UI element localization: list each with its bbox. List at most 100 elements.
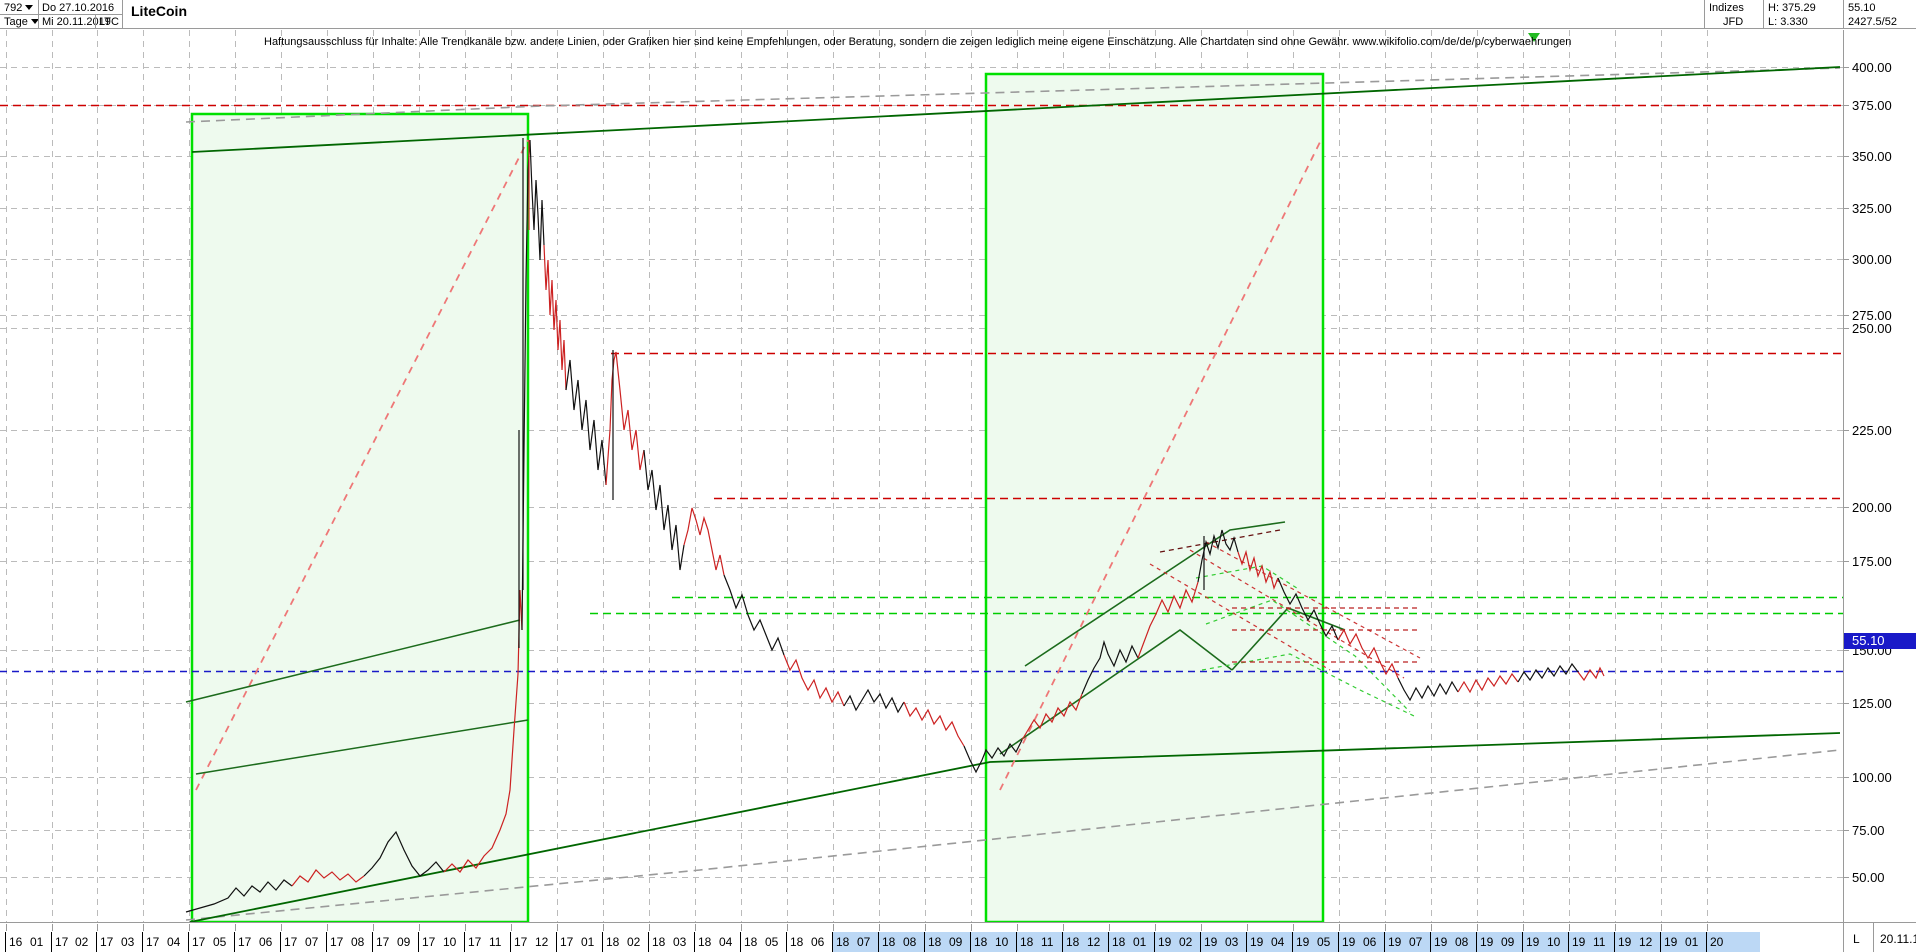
date-label-month: 06 [259,935,273,949]
date-range-selection[interactable] [833,932,1760,952]
date-label-month: 10 [1547,935,1561,949]
info-source-label: JFD [1723,16,1744,28]
date-tick [1615,924,1616,931]
date-tick [1431,924,1432,931]
date-tick [603,924,604,931]
date-tick [465,924,466,931]
parabolic-projection-2[interactable] [999,137,1323,791]
date-label-year: 17 [376,935,390,949]
toolbar-divider [95,14,96,29]
price-label: 75.00 [1852,823,1885,838]
price-label: 250.00 [1852,321,1892,336]
date-label-year: 20 [1710,935,1724,949]
date-label-month: 05 [213,935,227,949]
date-label-separator [1246,932,1247,952]
date-label-separator [1154,932,1155,952]
price-label: 125.00 [1852,696,1892,711]
price-wicks [518,138,1205,648]
price-tick [1844,877,1849,878]
date-tick [1707,924,1708,931]
price-tick [1844,208,1849,209]
date-axis[interactable]: 12 16 01 17 02 17 03 17 04 17 05 17 06 17 07 17 08 17 09 17… [0,922,1916,952]
date-label-year: 19 [1480,935,1494,949]
date-label-year: 19 [1158,935,1172,949]
axis-divider [1873,923,1874,952]
price-tick [1844,67,1849,68]
chevron-down-icon[interactable] [25,5,34,11]
red-short-resistance-2019[interactable] [1232,607,1420,663]
date-label-separator [1430,932,1431,952]
date-label-year: 17 [560,935,574,949]
bars-count-selector[interactable]: 792 [4,1,34,15]
date-label-year: 18 [790,935,804,949]
upper-channel-dashed[interactable] [185,67,1841,921]
date-label-separator [832,932,833,952]
date-tick [1247,924,1248,931]
axis-divider [1843,923,1844,952]
chevron-down-icon[interactable] [30,19,39,25]
date-label-separator [1016,932,1017,952]
date-label-month: 12 [1087,935,1101,949]
date-label-year: 18 [1020,935,1034,949]
date-label-month: 04 [1271,935,1285,949]
interval-selector[interactable]: Tage [4,15,39,29]
price-axis[interactable]: 400.00 375.00 350.00 325.00 300.00 275.0… [1843,30,1916,935]
accumulation-zone-2[interactable] [984,72,1325,922]
date-label-year: 19 [1342,935,1356,949]
current-price-badge: 55.10 [1844,633,1916,649]
date-label-month: 01 [30,935,44,949]
info-volume-ratio: 2427.5/52 [1848,16,1897,28]
date-label-month: 10 [443,935,457,949]
date-label-year: 18 [1112,935,1126,949]
date-label-separator [5,932,6,952]
date-label-month: 08 [903,935,917,949]
price-tick [1844,561,1849,562]
date-label-year: 17 [146,935,160,949]
date-label-year: 17 [422,935,436,949]
date-label-month: 12 [535,935,549,949]
date-label-year: 17 [55,935,69,949]
info-high-label: H: 375.29 [1768,2,1816,14]
ascending-channel-2017[interactable] [185,619,529,775]
date-label-month: 09 [1501,935,1515,949]
date-label-month: 09 [397,935,411,949]
date-label-month: 01 [581,935,595,949]
accumulation-zone-1[interactable] [190,112,530,922]
date-tick [971,924,972,931]
date-label-separator [1568,932,1569,952]
date-tick [1293,924,1294,931]
parabolic-projection-1[interactable] [195,139,529,791]
date-label-separator [464,932,465,952]
date-tick [1063,924,1064,931]
date-label-separator [1062,932,1063,952]
date-tick [787,924,788,931]
chart-canvas[interactable] [0,30,1843,922]
date-label-month: 07 [1409,935,1423,949]
axis-end-marker: L [1853,932,1860,946]
date-tick [1109,924,1110,931]
date-label-month: 11 [1593,935,1606,949]
date-from[interactable]: Do 27.10.2016 [42,2,115,14]
date-label-separator [740,932,741,952]
date-label-month: 05 [1317,935,1331,949]
date-label-month: 07 [857,935,871,949]
date-label-year: 17 [330,935,344,949]
date-label-year: 19 [1250,935,1264,949]
date-label-year: 18 [698,935,712,949]
date-label-month: 02 [75,935,89,949]
price-label: 225.00 [1852,423,1892,438]
date-label-month: 05 [765,935,779,949]
date-tick [97,924,98,931]
date-label-year: 18 [974,935,988,949]
toolbar: 792 Tage Do 27.10.2016 Mi 20.11.2019 LTC… [0,0,1916,29]
dark-red-fan-line[interactable] [1159,529,1281,553]
date-label-year: 19 [1526,935,1540,949]
date-tick [695,924,696,931]
price-label: 400.00 [1852,60,1892,75]
chart-plot-area[interactable] [0,30,1843,922]
date-label-year: 19 [1296,935,1310,949]
date-label-month: 01 [1685,935,1699,949]
price-tick [1844,259,1849,260]
price-tick [1844,156,1849,157]
date-to[interactable]: Mi 20.11.2019 [42,16,111,28]
